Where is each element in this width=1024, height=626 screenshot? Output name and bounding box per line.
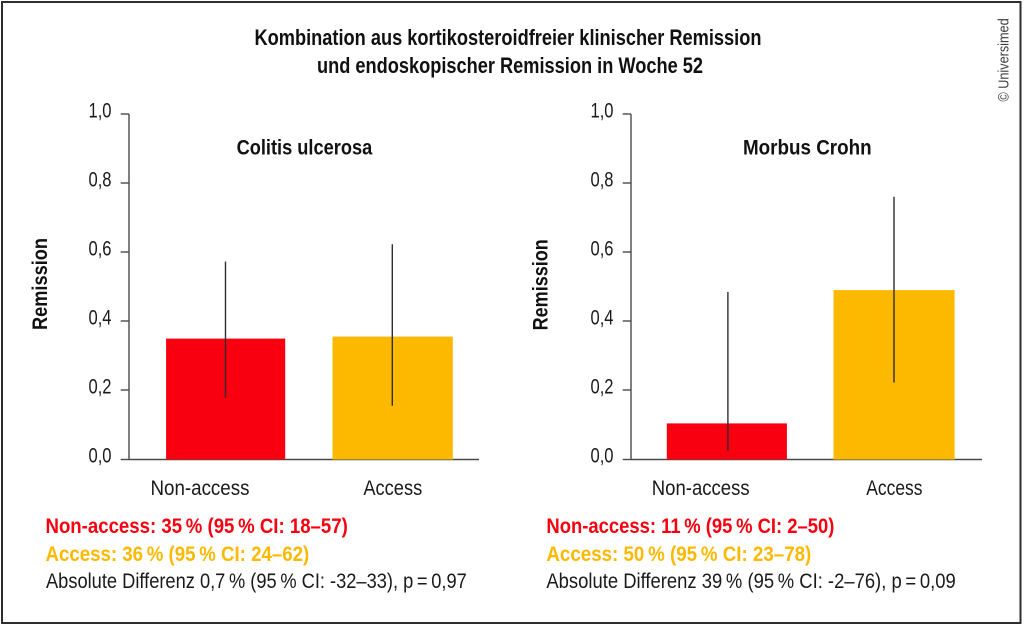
svg-text:Remission: Remission xyxy=(28,238,52,330)
svg-text:Access: Access xyxy=(363,477,422,500)
svg-text:0,6: 0,6 xyxy=(591,238,614,261)
svg-text:Access: 36 % (95 % CI: 24–62): Access: 36 % (95 % CI: 24–62) xyxy=(46,542,310,566)
svg-text:Non-access: 11 % (95 % CI: 2–5: Non-access: 11 % (95 % CI: 2–50) xyxy=(546,514,834,538)
svg-text:0,0: 0,0 xyxy=(591,445,614,468)
svg-text:Access: 50 % (95 % CI: 23–78): Access: 50 % (95 % CI: 23–78) xyxy=(546,542,811,566)
svg-text:Morbus Crohn: Morbus Crohn xyxy=(743,136,872,160)
svg-text:0,8: 0,8 xyxy=(89,169,112,192)
svg-text:Remission: Remission xyxy=(528,239,552,330)
svg-text:0,6: 0,6 xyxy=(89,238,112,261)
svg-text:© Universimed: © Universimed xyxy=(995,18,1012,101)
svg-text:0,0: 0,0 xyxy=(89,445,112,468)
svg-text:0,4: 0,4 xyxy=(591,307,614,330)
svg-text:Non-access: Non-access xyxy=(652,477,750,500)
svg-text:Colitis ulcerosa: Colitis ulcerosa xyxy=(237,136,373,160)
svg-text:Non-access: Non-access xyxy=(151,477,250,500)
svg-text:Kombination aus kortikosteroid: Kombination aus kortikosteroidfreier kli… xyxy=(255,25,762,50)
svg-text:Absolute Differenz 0,7 % (95 %: Absolute Differenz 0,7 % (95 % CI: -32–3… xyxy=(46,569,467,593)
svg-text:0,2: 0,2 xyxy=(89,376,112,399)
svg-text:Non-access: 35 % (95 % CI: 18–: Non-access: 35 % (95 % CI: 18–57) xyxy=(46,514,348,538)
svg-text:Absolute Differenz 39 % (95 %: Absolute Differenz 39 % (95 % CI: -2–76)… xyxy=(546,569,955,593)
svg-text:Access: Access xyxy=(866,477,922,500)
svg-text:1,0: 1,0 xyxy=(591,100,614,123)
svg-text:0,8: 0,8 xyxy=(591,169,614,192)
svg-text:0,4: 0,4 xyxy=(89,307,112,330)
svg-text:0,2: 0,2 xyxy=(591,376,614,399)
svg-text:1,0: 1,0 xyxy=(89,100,112,123)
svg-text:und endoskopischer Remission i: und endoskopischer Remission in Woche 52 xyxy=(317,53,703,78)
